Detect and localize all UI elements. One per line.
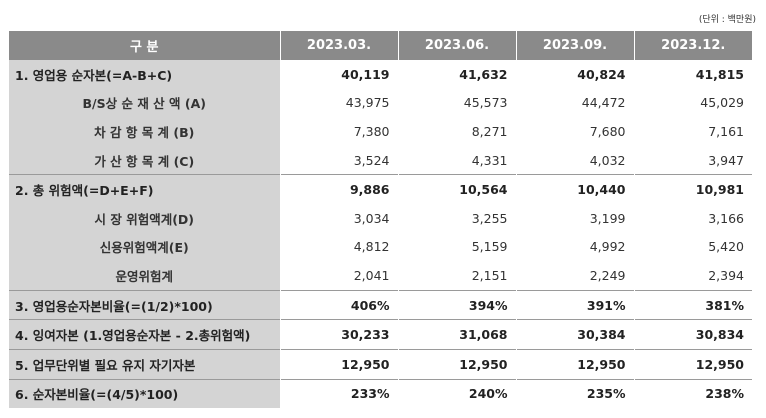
row-value: 30,834 [634, 319, 752, 350]
row-value: 3,524 [280, 145, 399, 175]
row-value: 381% [634, 289, 752, 320]
row-value: 240% [398, 378, 517, 409]
row-value: 5,420 [708, 239, 744, 255]
row-value: 3,034 [280, 203, 399, 233]
row-label: 차 감 항 목 계 (B) [9, 117, 281, 146]
table-row: 신용위험액계(E) 4,812 5,159 4,992 5,420 [9, 232, 752, 262]
row-value: 3,199 [516, 203, 635, 233]
row-value: 10,440 [516, 174, 635, 204]
row-label: 신용위험액계(E) [9, 232, 281, 262]
capital-adequacy-table: 구 분 2023.03. 2023.06. 2023.09. 2023.12. … [9, 31, 752, 409]
unit-note: (단위 : 백만원) [698, 15, 756, 25]
row-value: 12,950 [280, 348, 399, 380]
row-value: 12,950 [634, 348, 752, 380]
row-label: 6. 순자본비율(=(4/5)*100) [9, 378, 281, 409]
row-value: 4,032 [516, 145, 635, 175]
row-label: B/S상 순 재 산 액 (A) [9, 88, 281, 118]
row-value: 12,950 [398, 348, 517, 380]
row-value: 3,947 [708, 152, 744, 168]
table-row: 6. 순자본비율(=(4/5)*100) 233% 240% 235% 238% [9, 378, 752, 409]
header-period: 2023.12. [634, 31, 752, 60]
row-label: 시 장 위험액계(D) [9, 203, 281, 233]
row-value: 9,886 [280, 174, 399, 204]
table-row: 3. 영업용순자본비율(=(1/2)*100) 406% 394% 391% 381% [9, 289, 752, 320]
row-value: 45,573 [398, 88, 517, 118]
row-value: 391% [516, 289, 635, 320]
row-label: 1. 영업용 순자본(=A-B+C) [9, 60, 281, 89]
row-value: 2,041 [280, 261, 399, 291]
row-value: 3,255 [398, 203, 517, 233]
table-row: 차 감 항 목 계 (B) 7,380 8,271 7,680 7,161 [9, 117, 752, 146]
row-value: 41,632 [398, 60, 517, 89]
row-value: 394% [398, 289, 517, 320]
row-value: 8,271 [398, 117, 517, 146]
row-label: 운영위험계 [9, 261, 281, 291]
row-value: 4,812 [280, 232, 399, 262]
header-row: 구 분 2023.03. 2023.06. 2023.09. 2023.12. [9, 31, 752, 60]
row-value: 4,331 [398, 145, 517, 175]
table-row: 시 장 위험액계(D) 3,034 3,255 3,199 3,166 [9, 203, 752, 233]
table-row: 5. 업무단위별 필요 유지 자기자본 12,950 12,950 12,950 12,… [9, 348, 752, 380]
row-value: 45,029 [700, 95, 744, 111]
table-header: 구 분 2023.03. 2023.06. 2023.09. 2023.12. [9, 31, 752, 60]
row-value: 406% [280, 289, 399, 320]
table-row: 운영위험계 2,041 2,151 2,249 2,394 [9, 261, 752, 291]
table-row: B/S상 순 재 산 액 (A) 43,975 45,573 44,472 45,029 [9, 88, 752, 118]
row-value: 235% [516, 378, 635, 409]
row-value: 2,249 [516, 261, 635, 291]
row-value: 2,151 [398, 261, 517, 291]
row-value: 31,068 [398, 319, 517, 350]
row-value: 12,950 [516, 348, 635, 380]
header-category: 구 분 [9, 31, 281, 60]
row-value: 40,119 [280, 60, 399, 89]
table-row: 가 산 항 목 계 (C) 3,524 4,331 4,032 3,947 [9, 145, 752, 175]
row-label: 5. 업무단위별 필요 유지 자기자본 [9, 348, 281, 380]
header-period: 2023.03. [280, 31, 399, 60]
table-row: 1. 영업용 순자본(=A-B+C) 40,119 41,632 40,824 41,8… [9, 60, 752, 89]
row-value: 2,394 [708, 267, 744, 283]
row-value: 43,975 [280, 88, 399, 118]
row-value: 5,159 [398, 232, 517, 262]
row-label: 가 산 항 목 계 (C) [9, 145, 281, 175]
table-row: 2. 총 위험액(=D+E+F) 9,886 10,564 10,440 10,981 [9, 174, 752, 204]
row-value: 3,166 [708, 210, 744, 226]
table-row: 4. 잉여자본 (1.영업용순자본 - 2.총위험액) 30,233 31,068 3… [9, 319, 752, 350]
row-value: 44,472 [516, 88, 635, 118]
row-label: 3. 영업용순자본비율(=(1/2)*100) [9, 289, 281, 320]
row-label: 2. 총 위험액(=D+E+F) [9, 174, 281, 204]
row-value: 4,992 [516, 232, 635, 262]
row-value: 30,384 [516, 319, 635, 350]
row-value: 7,380 [280, 117, 399, 146]
row-value: 238% [634, 378, 752, 409]
row-value: 40,824 [516, 60, 635, 89]
row-value: 10,564 [398, 174, 517, 204]
row-value: 7,161 [708, 123, 744, 139]
header-period: 2023.09. [516, 31, 635, 60]
row-label: 4. 잉여자본 (1.영업용순자본 - 2.총위험액) [9, 319, 281, 350]
table-body: 1. 영업용 순자본(=A-B+C) 40,119 41,632 40,824 41,8… [9, 60, 752, 409]
row-value: 30,233 [280, 319, 399, 350]
row-value: 233% [280, 378, 399, 409]
header-period: 2023.06. [398, 31, 517, 60]
row-value: 7,680 [516, 117, 635, 146]
row-value: 10,981 [634, 174, 752, 204]
row-value: 41,815 [695, 66, 744, 82]
